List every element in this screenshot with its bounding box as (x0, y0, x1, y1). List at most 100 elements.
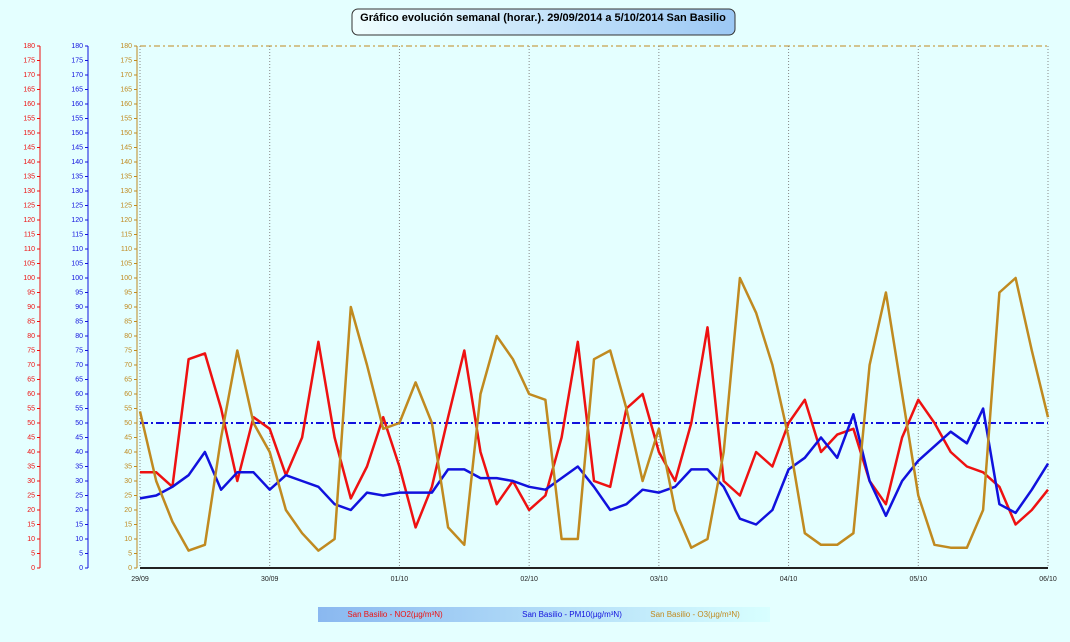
y-tick-label: 160 (71, 101, 83, 108)
y-tick-label: 130 (120, 188, 132, 195)
y-tick-label: 85 (27, 318, 35, 325)
legend-box (318, 607, 770, 622)
y-tick-label: 20 (124, 507, 132, 514)
y-tick-label: 130 (71, 188, 83, 195)
y-tick-label: 140 (120, 159, 132, 166)
y-tick-label: 90 (124, 304, 132, 311)
y-tick-label: 150 (120, 130, 132, 137)
y-tick-label: 35 (27, 463, 35, 470)
y-tick-label: 170 (71, 72, 83, 79)
y-tick-label: 135 (120, 173, 132, 180)
y-tick-label: 70 (124, 362, 132, 369)
y-tick-label: 105 (71, 260, 83, 267)
y-tick-label: 90 (27, 304, 35, 311)
y-tick-label: 80 (27, 333, 35, 340)
x-tick-label: 01/10 (391, 576, 409, 583)
y-tick-label: 5 (128, 550, 132, 557)
y-tick-label: 165 (120, 86, 132, 93)
y-tick-label: 105 (23, 260, 35, 267)
y-tick-label: 150 (23, 130, 35, 137)
y-tick-label: 35 (75, 463, 83, 470)
series-line (139, 407, 1050, 526)
y-tick-label: 0 (31, 565, 35, 572)
y-tick-label: 40 (75, 449, 83, 456)
y-tick-label: 65 (124, 376, 132, 383)
y-tick-label: 145 (71, 144, 83, 151)
y-tick-label: 50 (27, 420, 35, 427)
x-tick-label: 06/10 (1039, 576, 1057, 583)
y-tick-label: 80 (75, 333, 83, 340)
y-tick-label: 125 (71, 202, 83, 209)
y-tick-label: 25 (75, 492, 83, 499)
y-tick-label: 175 (120, 57, 132, 64)
title-box (351, 8, 736, 36)
y-tick-label: 85 (75, 318, 83, 325)
y-tick-label: 175 (71, 57, 83, 64)
y-tick-label: 110 (121, 246, 132, 253)
y-tick-label: 45 (124, 434, 132, 441)
y-tick-label: 55 (75, 405, 83, 412)
y-tick-label: 110 (24, 246, 35, 253)
y-tick-label: 130 (23, 188, 35, 195)
y-tick-label: 60 (75, 391, 83, 398)
series-line (140, 326, 1049, 529)
legend-label: San Basilio - NO2(µg/m³N) (347, 610, 443, 619)
y-tick-label: 80 (124, 333, 132, 340)
legend-label: San Basilio - PM10(µg/m³N) (522, 610, 622, 619)
y-tick-label: 85 (124, 318, 132, 325)
y-tick-label: 145 (120, 144, 132, 151)
y-tick-label: 100 (120, 275, 132, 282)
y-tick-label: 115 (121, 231, 132, 238)
y-tick-label: 0 (79, 565, 83, 572)
y-tick-label: 40 (124, 449, 132, 456)
y-tick-label: 155 (23, 115, 35, 122)
y-tick-label: 10 (27, 536, 35, 543)
y-tick-label: 115 (24, 231, 35, 238)
y-tick-label: 30 (75, 478, 83, 485)
y-tick-label: 155 (120, 115, 132, 122)
y-tick-label: 135 (23, 173, 35, 180)
y-tick-label: 170 (23, 72, 35, 79)
y-tick-label: 180 (120, 43, 132, 50)
y-tick-label: 25 (27, 492, 35, 499)
y-tick-label: 60 (124, 391, 132, 398)
legend-label: San Basilio - O3(µg/m³N) (650, 610, 740, 619)
y-tick-label: 5 (31, 550, 35, 557)
y-tick-label: 15 (27, 521, 35, 528)
y-tick-label: 15 (75, 521, 83, 528)
y-tick-label: 75 (75, 347, 83, 354)
y-tick-label: 180 (71, 43, 83, 50)
y-tick-label: 90 (75, 304, 83, 311)
y-tick-label: 10 (75, 536, 83, 543)
series-line (138, 276, 1050, 552)
y-tick-label: 75 (124, 347, 132, 354)
y-tick-label: 55 (124, 405, 132, 412)
y-tick-label: 145 (23, 144, 35, 151)
x-tick-label: 30/09 (261, 576, 279, 583)
y-tick-label: 20 (27, 507, 35, 514)
y-tick-label: 110 (72, 246, 83, 253)
y-tick-label: 140 (71, 159, 83, 166)
y-tick-label: 120 (120, 217, 132, 224)
y-tick-label: 100 (71, 275, 83, 282)
x-tick-label: 29/09 (131, 576, 149, 583)
x-tick-label: 04/10 (780, 576, 798, 583)
y-tick-label: 115 (72, 231, 83, 238)
y-tick-label: 50 (124, 420, 132, 427)
y-tick-label: 70 (27, 362, 35, 369)
y-tick-label: 35 (124, 463, 132, 470)
y-tick-label: 160 (23, 101, 35, 108)
y-tick-label: 170 (120, 72, 132, 79)
y-tick-label: 75 (27, 347, 35, 354)
chart-title: Gráfico evolución semanal (horar.). 29/0… (360, 12, 726, 24)
y-tick-label: 100 (23, 275, 35, 282)
y-tick-label: 150 (71, 130, 83, 137)
y-tick-label: 125 (120, 202, 132, 209)
y-tick-label: 0 (128, 565, 132, 572)
y-tick-label: 30 (27, 478, 35, 485)
y-tick-label: 165 (23, 86, 35, 93)
y-tick-label: 135 (71, 173, 83, 180)
x-tick-label: 02/10 (520, 576, 538, 583)
y-tick-label: 65 (75, 376, 83, 383)
